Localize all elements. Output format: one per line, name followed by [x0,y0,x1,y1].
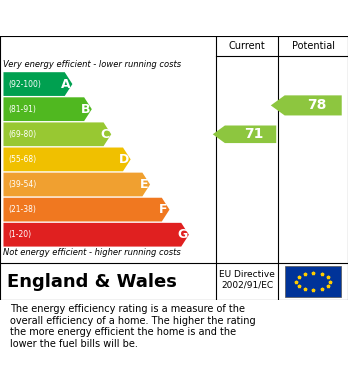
Text: 71: 71 [244,127,264,141]
Polygon shape [3,97,92,121]
Text: Energy Efficiency Rating: Energy Efficiency Rating [10,9,240,27]
Polygon shape [3,198,169,221]
Text: England & Wales: England & Wales [7,273,177,291]
Text: EU Directive
2002/91/EC: EU Directive 2002/91/EC [219,270,275,290]
Bar [285,266,341,297]
Text: C: C [100,128,110,141]
Text: A: A [61,77,71,91]
Text: Current: Current [229,41,266,51]
Text: F: F [159,203,168,216]
Text: E: E [140,178,148,191]
Polygon shape [213,126,276,143]
Text: Potential: Potential [292,41,335,51]
Polygon shape [3,122,111,146]
Text: The energy efficiency rating is a measure of the
overall efficiency of a home. T: The energy efficiency rating is a measur… [10,304,256,349]
Text: B: B [81,103,90,116]
Text: (92-100): (92-100) [9,79,41,89]
Text: Not energy efficient - higher running costs: Not energy efficient - higher running co… [3,248,181,257]
Text: Very energy efficient - lower running costs: Very energy efficient - lower running co… [3,60,182,69]
Text: (1-20): (1-20) [9,230,32,239]
Text: G: G [177,228,187,241]
Polygon shape [3,172,150,196]
Text: (69-80): (69-80) [9,130,37,139]
Polygon shape [3,72,72,96]
Text: (39-54): (39-54) [9,180,37,189]
Text: (55-68): (55-68) [9,155,37,164]
Polygon shape [3,223,189,247]
Text: (21-38): (21-38) [9,205,37,214]
Text: (81-91): (81-91) [9,105,37,114]
Polygon shape [271,95,342,115]
Text: D: D [119,153,129,166]
Text: 78: 78 [307,99,326,112]
Polygon shape [3,147,130,171]
